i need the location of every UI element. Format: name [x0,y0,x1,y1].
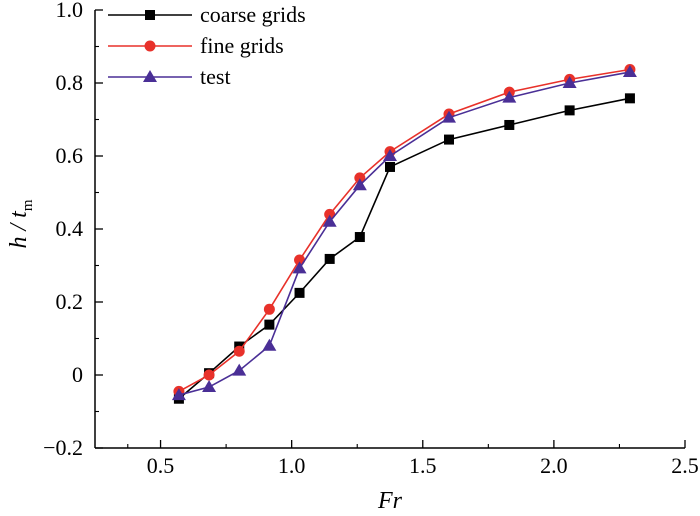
y-tick-label: 0 [72,362,83,387]
legend-marker-0 [145,10,155,20]
data-point-0 [504,119,515,130]
series-line-2 [178,71,631,396]
data-point-0 [324,253,335,264]
legend-label-1: fine grids [200,33,284,58]
data-point-1 [263,303,275,315]
series-line-0 [178,97,631,400]
legend-marker-1 [144,40,156,52]
x-tick-label: 0.5 [147,453,175,478]
data-point-2 [292,261,307,274]
legend-marker-2 [143,70,157,82]
series-line-1 [178,68,631,393]
x-tick-label: 1.5 [409,453,437,478]
data-point-2 [202,380,217,393]
data-point-2 [171,388,186,401]
y-axis-title-subscript: m [20,199,36,211]
data-point-1 [233,345,245,357]
x-tick-label: 1.0 [278,453,306,478]
data-point-0 [294,287,305,298]
data-point-0 [354,232,365,243]
data-point-2 [562,76,577,88]
data-point-2 [232,363,247,376]
data-point-2 [622,65,637,78]
data-point-0 [564,105,575,116]
data-point-2 [383,149,397,161]
y-axis-title: h / tm [6,199,36,248]
y-tick-label: 0.2 [56,289,84,314]
x-tick-label: 2.5 [671,453,699,478]
legend-label-0: coarse grids [200,2,306,27]
data-point-2 [352,178,367,191]
data-point-2 [502,90,517,103]
data-point-0 [624,93,635,104]
data-point-2 [262,338,277,351]
y-tick-label: 1.0 [56,0,84,22]
data-point-1 [203,369,215,381]
data-point-0 [264,319,275,330]
legend-label-2: test [200,64,231,89]
data-point-2 [322,214,337,227]
y-tick-label: 0.4 [56,216,84,241]
data-point-1 [354,172,366,184]
data-point-0 [444,134,454,145]
data-point-2 [442,110,456,123]
y-tick-label: 0.8 [56,70,84,95]
data-point-0 [385,161,395,172]
y-tick-label: 0.6 [56,143,84,168]
y-tick-label: −0.2 [43,435,83,460]
x-axis-title: Fr [377,488,403,514]
x-tick-label: 2.0 [540,453,568,478]
